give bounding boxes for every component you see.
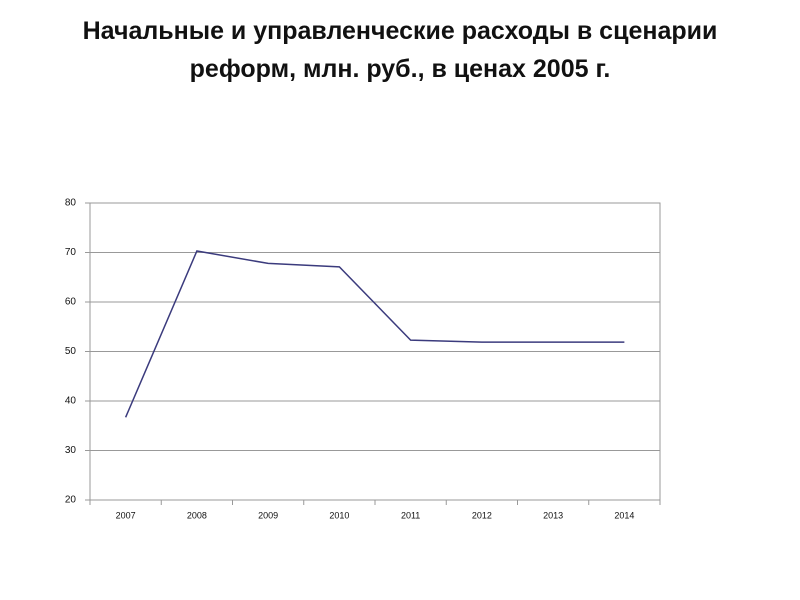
x-tick-label: 2012 <box>472 510 492 520</box>
y-tick-label: 30 <box>65 445 77 456</box>
y-tick-label: 20 <box>65 495 77 506</box>
x-tick-label: 2014 <box>614 510 634 520</box>
x-tick-label: 2009 <box>258 510 278 520</box>
data-line <box>124 250 625 418</box>
y-tick-label: 80 <box>65 198 77 209</box>
x-tick-label: 2013 <box>543 510 563 520</box>
y-tick-label: 40 <box>65 396 77 407</box>
y-tick-label: 60 <box>65 297 77 308</box>
x-tick-label: 2011 <box>401 510 420 520</box>
y-tick-label: 70 <box>65 247 77 258</box>
x-tick-label: 2010 <box>329 510 349 520</box>
y-tick-label: 50 <box>65 346 77 357</box>
x-tick-label: 2007 <box>116 510 136 520</box>
chart-title: Начальные и управленческие расходы в сце… <box>82 17 718 83</box>
x-tick-label: 2008 <box>187 510 207 520</box>
